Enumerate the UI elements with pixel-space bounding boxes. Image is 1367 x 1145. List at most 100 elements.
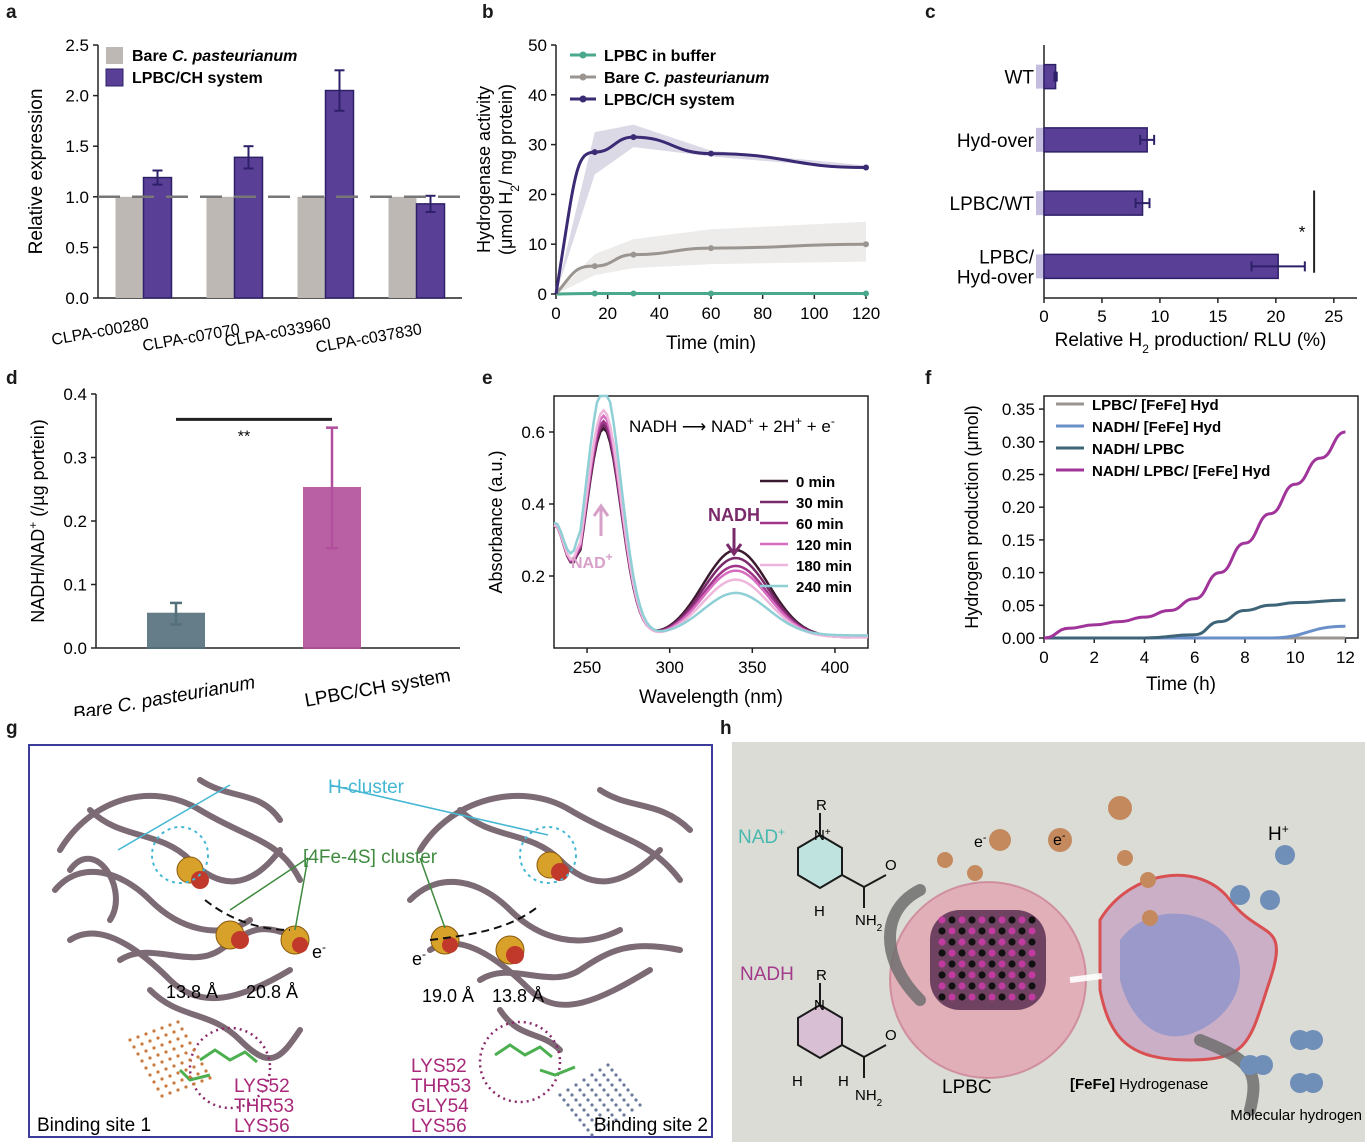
lpbc-lattice-dot xyxy=(998,982,1006,990)
ligand-sticks-left xyxy=(178,1048,258,1082)
lpbc-lattice-dot xyxy=(968,916,976,924)
spectrum-line xyxy=(553,394,869,637)
lattice-dot xyxy=(586,1128,590,1132)
x-tick-label: CLPA-c00280 xyxy=(50,315,150,349)
x-tick-label: LPBC/CH system xyxy=(303,665,452,711)
protein-ribbon-left xyxy=(52,777,303,1062)
lpbc-lattice-dot xyxy=(968,971,976,979)
lpbc-lattice-dot xyxy=(988,927,996,935)
lpbc-lattice-dot xyxy=(948,993,956,1001)
electron-label-right: e- xyxy=(412,947,426,969)
lattice-dot xyxy=(144,1032,148,1036)
nad-label: NAD+ xyxy=(738,825,785,848)
lattice-dot xyxy=(160,1026,164,1030)
series-line xyxy=(1044,598,1346,640)
data-point xyxy=(591,263,598,270)
lattice-dot xyxy=(136,1035,140,1039)
y-tick-label: 0.0 xyxy=(63,639,87,658)
lattice-dot xyxy=(586,1083,590,1087)
lpbc-lattice-dot xyxy=(998,938,1006,946)
left-residue-3: LYS56 xyxy=(234,1116,290,1137)
lattice-dot xyxy=(180,1044,184,1048)
plot-frame xyxy=(553,395,869,649)
y-axis-title: NADH/NAD+ (/µg portein) xyxy=(26,419,48,622)
reaction-equation: NADH ⟶ NAD+ + 2H+ + e- xyxy=(629,414,835,436)
x-tick-label: 20 xyxy=(1266,307,1285,326)
lattice-dot xyxy=(566,1103,570,1107)
y-tick-label: 0.0 xyxy=(65,289,89,308)
data-point xyxy=(591,290,598,297)
lattice-dot xyxy=(172,1047,176,1051)
lpbc-lattice-dot xyxy=(968,949,976,957)
legend-label: 240 min xyxy=(796,579,852,596)
cycle-arrow-left xyxy=(884,884,926,1006)
lattice-dot xyxy=(578,1118,582,1122)
proton-label: H+ xyxy=(1268,822,1289,845)
chart-e-absorbance: 250 300 350 400 0.2 0.4 0.6 Wavelength (nm) Abso… xyxy=(486,394,869,708)
lattice-dot xyxy=(148,1073,152,1077)
lattice-dot xyxy=(136,1052,140,1056)
lattice-dot xyxy=(558,1093,562,1097)
lattice-dot xyxy=(164,1050,168,1054)
lpbc-lattice-dot xyxy=(1028,916,1036,924)
x-tick-label: 100 xyxy=(800,304,828,323)
lpbc-label: LPBC xyxy=(942,1077,992,1098)
lpbc-lattice-dot xyxy=(978,993,986,1001)
y-category-label: LPBC/WT xyxy=(950,194,1035,215)
lpbc-lattice-dot xyxy=(978,927,986,935)
fe4s-pointer-1 xyxy=(229,857,309,911)
lpbc-lattice-dot xyxy=(988,949,996,957)
panel-letter-d: d xyxy=(6,368,18,389)
bar-lpbc xyxy=(324,89,355,299)
x-tick-label: 80 xyxy=(753,304,772,323)
lpbc-lattice-dot xyxy=(998,949,1006,957)
lattice-dot xyxy=(196,1055,200,1059)
lpbc-lattice-dot xyxy=(948,938,956,946)
x-axis-title: Time (h) xyxy=(1146,674,1216,695)
lpbc-lattice-dot xyxy=(1018,971,1026,979)
lattice-dot xyxy=(590,1118,594,1122)
lpbc-lattice-dot xyxy=(1028,960,1036,968)
lpbc-lattice-dot xyxy=(988,938,996,946)
nad-o: O xyxy=(885,857,897,874)
lattice-dot xyxy=(566,1088,570,1092)
y-tick-label: 0.25 xyxy=(1002,465,1035,484)
lpbc-lattice-dot xyxy=(938,971,946,979)
lattice-dot xyxy=(156,1070,160,1074)
y-tick-label: 1.0 xyxy=(65,188,89,207)
left-residue-1: LYS52 xyxy=(234,1076,290,1097)
series-line xyxy=(554,242,867,295)
lpbc-lattice-dot xyxy=(998,971,1006,979)
lattice-dot xyxy=(188,1041,192,1045)
bar xyxy=(1043,127,1148,153)
legend-label: LPBC/ [FeFe] Hyd xyxy=(1092,397,1219,414)
y-tick-label: 0.1 xyxy=(63,576,87,595)
lpbc-lattice-dot xyxy=(958,949,966,957)
legend-label: LPBC in buffer xyxy=(604,48,716,65)
lpbc-lattice-dot xyxy=(948,927,956,935)
lattice-dot xyxy=(168,1091,172,1095)
lattice-dot xyxy=(582,1078,586,1082)
lattice-dot xyxy=(160,1077,164,1081)
lpbc-lattice-dot xyxy=(968,960,976,968)
lpbc-lattice-dot xyxy=(998,927,1006,935)
lattice-dot xyxy=(152,1080,156,1084)
lpbc-lattice-dot xyxy=(948,982,956,990)
y-category-label: WT xyxy=(1004,68,1034,89)
right-residue-4: LYS56 xyxy=(411,1116,467,1137)
lattice-dot xyxy=(618,1078,622,1082)
right-residue-1: LYS52 xyxy=(411,1056,467,1077)
legend-label: NADH/ LPBC xyxy=(1092,441,1185,458)
lpbc-lattice-dot xyxy=(938,993,946,1001)
data-point xyxy=(863,241,869,248)
lpbc-lattice-dot xyxy=(978,938,986,946)
legend-swatch-lpbc xyxy=(105,68,124,87)
y-tick-label: 40 xyxy=(528,86,547,105)
lattice-dot xyxy=(606,1093,610,1097)
x-tick-label: 25 xyxy=(1324,307,1343,326)
legend-label: LPBC/CH system xyxy=(604,92,735,109)
lpbc-lattice-dot xyxy=(1008,993,1016,1001)
h-cluster-ring-left xyxy=(151,826,209,884)
x-tick-label: 0 xyxy=(1039,648,1048,667)
panel-letter-g: g xyxy=(6,718,18,739)
